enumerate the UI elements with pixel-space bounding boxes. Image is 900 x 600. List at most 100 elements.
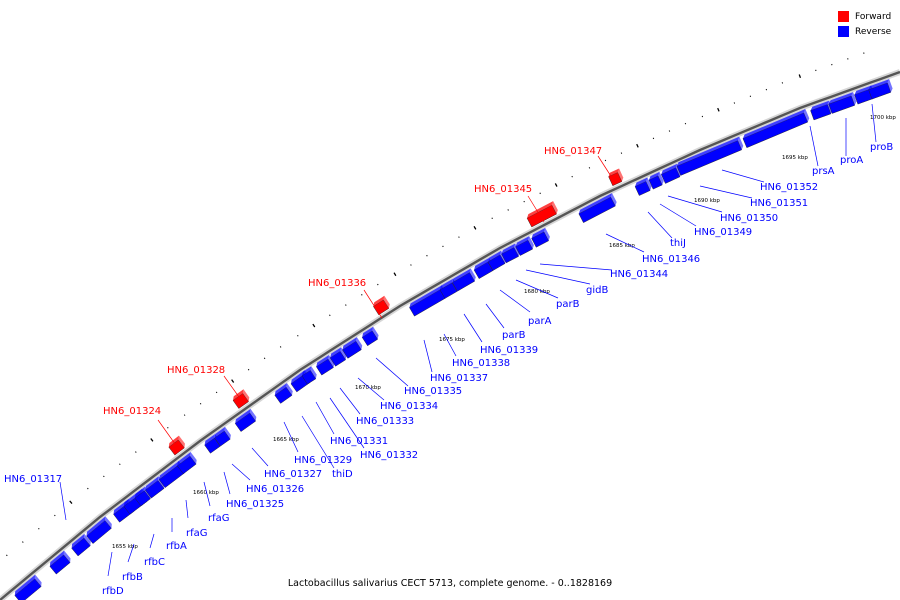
kbp-tick-label: 1700 kbp [870, 115, 896, 121]
reverse-gene-label[interactable]: HN6_01329 [294, 455, 352, 466]
reverse-gene-box[interactable] [315, 354, 336, 376]
leader-line [127, 543, 135, 563]
reverse-gene-box[interactable] [530, 227, 551, 248]
reverse-gene-box[interactable] [828, 92, 858, 114]
forward-gene-label[interactable]: HN6_01347 [544, 146, 602, 157]
reverse-gene-label[interactable]: parB [556, 299, 580, 310]
legend-reverse-label: Reverse [855, 26, 892, 37]
reverse-gene-label[interactable]: rfaG [208, 513, 230, 524]
forward-gene-label[interactable]: HN6_01324 [103, 406, 161, 417]
tick-mark [571, 175, 573, 178]
reverse-gene-box[interactable] [175, 451, 198, 475]
forward-gene-label[interactable]: HN6_01345 [474, 184, 532, 195]
reverse-gene-box[interactable] [329, 347, 349, 367]
reverse-gene-label[interactable]: rfbC [144, 557, 165, 568]
reverse-gene-box[interactable] [70, 533, 93, 557]
reverse-gene-box[interactable] [85, 516, 114, 544]
reverse-gene-box[interactable] [660, 163, 683, 184]
reverse-gene-box[interactable] [868, 79, 894, 100]
tick-mark [263, 357, 266, 360]
tick-mark [297, 334, 299, 337]
reverse-gene-box[interactable] [341, 337, 364, 359]
reverse-gene-box[interactable] [451, 268, 477, 292]
reverse-gene-label[interactable]: HN6_01339 [480, 345, 538, 356]
tick-mark [458, 236, 460, 238]
legend-reverse: Reverse [838, 24, 891, 39]
leader-line [499, 289, 531, 313]
tick-mark [231, 379, 235, 383]
reverse-gene-label[interactable]: thiD [332, 469, 353, 480]
kbp-tick-label: 1660 kbp [193, 490, 219, 496]
backbone-line [0, 70, 900, 600]
reverse-gene-label[interactable]: HN6_01351 [750, 198, 808, 209]
reverse-gene-box[interactable] [233, 408, 258, 432]
leader-line [485, 303, 505, 329]
kbp-scale: 1655 kbp 1660 kbp 1665 kbp 1670 kbp 1675 kbp… [112, 115, 896, 550]
reverse-gene-label[interactable]: HN6_01344 [610, 269, 668, 280]
reverse-gene-label[interactable]: gidB [586, 285, 608, 296]
tick-mark [150, 438, 154, 442]
tick-mark [312, 323, 316, 328]
reverse-gene-label[interactable]: parA [528, 316, 552, 327]
reverse-gene-label[interactable]: HN6_01325 [226, 499, 284, 510]
tick-mark [183, 414, 186, 416]
reverse-gene-box[interactable] [634, 177, 653, 196]
reverse-gene-box[interactable] [742, 108, 811, 148]
forward-gene-box[interactable] [607, 168, 624, 186]
reverse-gene-box[interactable] [13, 574, 44, 600]
leader-line [315, 401, 335, 435]
reverse-gene-box[interactable] [361, 326, 381, 347]
reverse-gene-box[interactable] [273, 382, 294, 404]
tick-mark [473, 226, 477, 230]
reverse-gene-label[interactable]: thiJ [670, 238, 686, 249]
reverse-gene-box[interactable] [577, 193, 618, 223]
forward-gene-label[interactable]: HN6_01336 [308, 278, 366, 289]
tick-mark [329, 314, 331, 317]
reverse-gene-label[interactable]: HN6_01350 [720, 213, 778, 224]
reverse-gene-label[interactable]: HN6_01327 [264, 469, 322, 480]
reverse-gene-label[interactable]: HN6_01317 [4, 474, 62, 485]
reverse-gene-label[interactable]: HN6_01334 [380, 401, 438, 412]
reverse-gene-label[interactable]: HN6_01326 [246, 484, 304, 495]
forward-gene-box[interactable] [231, 389, 251, 409]
leader-line [329, 397, 365, 449]
reverse-gene-box[interactable] [514, 236, 535, 256]
reverse-gene-label[interactable]: HN6_01352 [760, 182, 818, 193]
reverse-gene-box[interactable] [213, 426, 233, 447]
leader-line [301, 415, 335, 469]
reverse-gene-label[interactable]: HN6_01338 [452, 358, 510, 369]
tick-mark [6, 554, 8, 557]
leader-line [527, 195, 545, 223]
reverse-gene-label[interactable]: rfbD [102, 586, 124, 597]
legend-forward-label: Forward [855, 11, 892, 22]
reverse-gene-label[interactable]: prsA [812, 166, 835, 177]
forward-gene-box[interactable] [526, 201, 560, 228]
tick-mark [798, 74, 802, 79]
reverse-gene-box[interactable] [48, 550, 72, 575]
reverse-gene-label[interactable]: rfbB [122, 572, 143, 583]
leader-line [231, 463, 251, 481]
reverse-gene-label[interactable]: parB [502, 330, 526, 341]
reverse-gene-box[interactable] [676, 136, 745, 176]
reverse-gene-label[interactable]: rfaG [186, 528, 208, 539]
tick-mark [507, 209, 509, 211]
reverse-gene-label[interactable]: HN6_01333 [356, 416, 414, 427]
leader-line [149, 533, 155, 549]
reverse-gene-box[interactable] [648, 171, 665, 190]
reverse-gene-label[interactable]: HN6_01337 [430, 373, 488, 384]
reverse-gene-label[interactable]: HN6_01349 [694, 227, 752, 238]
reverse-gene-label[interactable]: HN6_01331 [330, 436, 388, 447]
forward-gene-box[interactable] [167, 435, 187, 456]
tick-mark [361, 294, 363, 296]
reverse-gene-label[interactable]: HN6_01346 [642, 254, 700, 265]
reverse-gene-label[interactable]: proA [840, 155, 863, 166]
reverse-gene-label[interactable]: proB [870, 142, 893, 153]
backbone-shadow [0, 69, 900, 600]
reverse-gene-label[interactable]: rfbA [166, 541, 187, 552]
reverse-gene-label[interactable]: HN6_01332 [360, 450, 418, 461]
forward-gene-label[interactable]: HN6_01328 [167, 365, 225, 376]
leader-line [809, 125, 819, 167]
reverse-gene-box[interactable] [300, 366, 318, 385]
reverse-gene-label[interactable]: HN6_01335 [404, 386, 462, 397]
tick-mark [410, 264, 412, 266]
